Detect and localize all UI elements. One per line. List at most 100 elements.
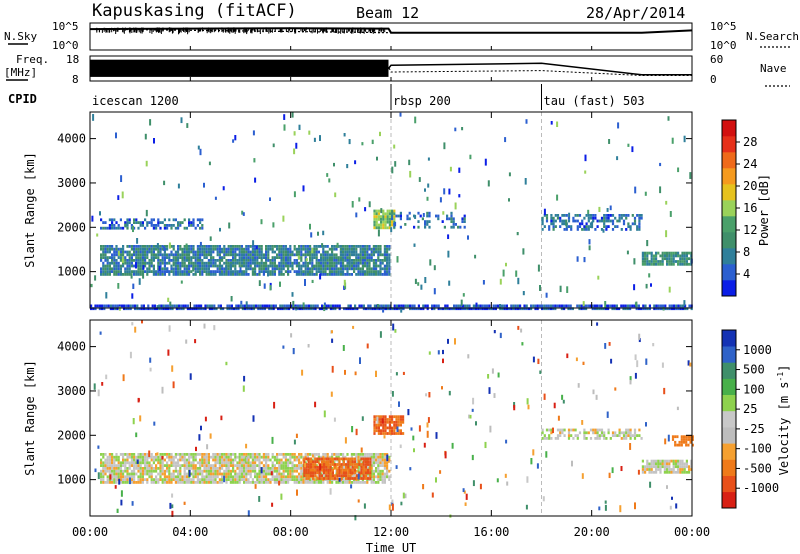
- data-cell: [174, 455, 177, 459]
- data-cell: [172, 461, 175, 465]
- data-cell: [228, 307, 231, 311]
- data-cell: [293, 259, 296, 262]
- data-cell: [547, 304, 550, 308]
- data-cell: [102, 247, 105, 251]
- data-cell: [638, 219, 641, 223]
- data-cell: [344, 267, 347, 271]
- data-cell: [620, 431, 623, 435]
- data-cell: [381, 261, 384, 265]
- data-cell: [115, 270, 118, 273]
- data-cell: [102, 273, 105, 276]
- data-cell: [541, 304, 544, 308]
- data-cell: [393, 415, 396, 419]
- data-cell: [117, 261, 120, 265]
- data-cell: [115, 250, 118, 254]
- data-cell: [183, 472, 186, 476]
- scatter-point: [604, 504, 607, 511]
- data-cell: [229, 455, 232, 459]
- data-cell: [317, 481, 320, 484]
- data-cell: [342, 481, 345, 484]
- data-cell: [298, 250, 301, 254]
- data-cell: [166, 453, 169, 456]
- data-cell: [135, 253, 138, 257]
- scatter-point: [634, 372, 637, 379]
- data-cell: [254, 264, 257, 268]
- data-cell: [271, 464, 274, 467]
- data-cell: [386, 432, 389, 435]
- data-cell: [357, 469, 360, 473]
- data-cell: [161, 467, 164, 470]
- data-cell: [174, 481, 177, 484]
- data-cell: [102, 475, 105, 479]
- data-cell: [351, 468, 354, 472]
- data-cell: [216, 267, 219, 271]
- data-cell: [382, 432, 385, 435]
- scatter-point: [499, 332, 502, 339]
- data-cell: [119, 218, 122, 222]
- data-cell: [345, 463, 348, 466]
- data-cell: [258, 472, 261, 476]
- scatter-point: [344, 437, 347, 444]
- freq-line: [90, 62, 692, 76]
- data-cell: [307, 468, 310, 472]
- data-cell: [128, 461, 131, 465]
- data-cell: [199, 245, 202, 248]
- data-cell: [258, 461, 261, 465]
- data-cell: [192, 453, 195, 456]
- data-cell: [315, 256, 318, 259]
- data-cell: [677, 260, 680, 263]
- scatter-point: [213, 325, 216, 331]
- data-cell: [194, 273, 197, 276]
- data-cell: [382, 223, 385, 227]
- data-cell: [313, 273, 316, 276]
- data-cell: [342, 453, 345, 456]
- data-cell: [681, 470, 684, 474]
- data-cell: [210, 247, 213, 251]
- data-cell: [115, 221, 118, 224]
- data-cell: [216, 453, 219, 456]
- data-cell: [221, 267, 224, 271]
- scatter-point: [171, 510, 174, 517]
- data-cell: [152, 226, 155, 230]
- scatter-point: [676, 406, 679, 411]
- data-cell: [318, 307, 321, 311]
- data-cell: [682, 440, 686, 444]
- data-cell: [677, 254, 680, 258]
- scatter-point: [136, 459, 139, 464]
- data-cell: [424, 225, 427, 229]
- data-cell: [372, 475, 375, 479]
- data-cell: [188, 464, 191, 467]
- data-cell: [592, 431, 595, 435]
- scatter-point: [504, 473, 507, 478]
- data-cell: [293, 478, 296, 481]
- data-cell: [192, 218, 195, 222]
- data-cell: [334, 307, 337, 311]
- data-cell: [661, 465, 664, 469]
- data-cell: [201, 247, 204, 251]
- data-cell: [124, 461, 127, 465]
- data-cell: [137, 475, 140, 479]
- data-cell: [278, 453, 281, 456]
- data-cell: [130, 270, 133, 273]
- data-cell: [256, 475, 259, 479]
- data-cell: [210, 464, 213, 467]
- data-cell: [111, 458, 114, 462]
- data-cell: [556, 214, 560, 217]
- data-cell: [265, 261, 268, 265]
- data-cell: [212, 256, 215, 259]
- data-cell: [483, 307, 486, 311]
- scatter-point: [634, 186, 637, 194]
- scatter-point: [598, 506, 601, 511]
- data-cell: [179, 261, 182, 265]
- data-cell: [199, 247, 202, 251]
- data-cell: [146, 267, 149, 271]
- data-cell: [144, 218, 147, 222]
- data-cell: [598, 307, 601, 311]
- scatter-point: [149, 367, 152, 372]
- data-cell: [329, 471, 332, 475]
- data-cell: [611, 304, 614, 308]
- data-cell: [273, 464, 276, 467]
- data-cell: [126, 270, 129, 273]
- data-cell: [370, 472, 373, 476]
- data-cell: [223, 261, 226, 265]
